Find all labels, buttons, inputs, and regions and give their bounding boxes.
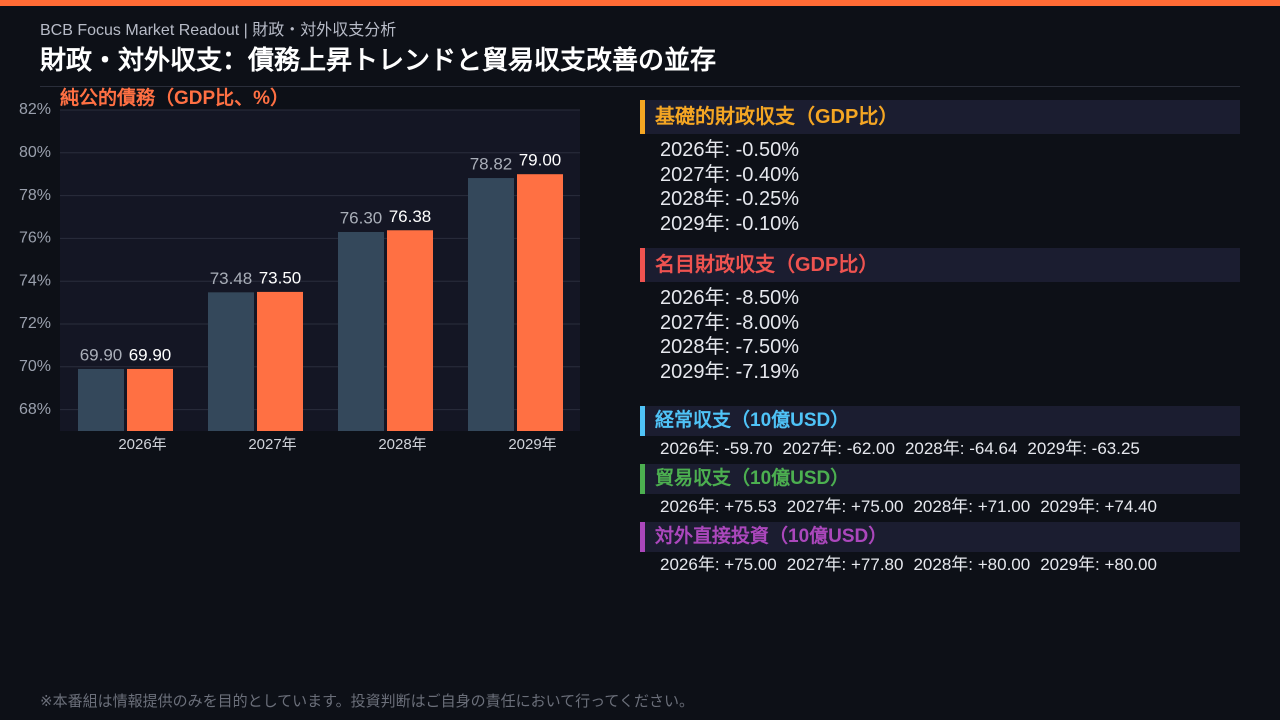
panel-title: 対外直接投資（10億USD） xyxy=(640,522,1240,552)
value-label: 79.00 xyxy=(519,151,562,170)
x-tick-label: 2026年 xyxy=(118,436,166,453)
y-tick-label: 78% xyxy=(19,187,51,204)
y-tick-label: 76% xyxy=(19,230,51,247)
panel-line: 2027年: -8.00% xyxy=(660,311,799,334)
panel-line: 2029年: +80.00 xyxy=(1040,555,1157,574)
panel-line: 2029年: +74.40 xyxy=(1040,497,1157,516)
panel-line: 2027年: +75.00 xyxy=(786,497,904,516)
y-tick-label: 70% xyxy=(19,358,51,375)
panel-line: 2028年: +71.00 xyxy=(913,497,1031,516)
panel-title: 名目財政収支（GDP比） xyxy=(640,248,1240,282)
y-tick-label: 80% xyxy=(19,144,51,161)
panel-line: 2027年: -0.40% xyxy=(660,163,799,186)
bar xyxy=(468,178,514,431)
panel-line: 2029年: -63.25 xyxy=(1027,439,1140,458)
panel-title: 経常収支（10億USD） xyxy=(640,406,1240,436)
panel-line: 2027年: -62.00 xyxy=(782,439,895,458)
divider xyxy=(40,86,1240,87)
top-bar xyxy=(0,0,1280,6)
panel-lines: 2026年: +75.53 2027年: +75.00 2028年: +71.00 2… xyxy=(640,494,1240,520)
panel-line: 2028年: +80.00 xyxy=(913,555,1031,574)
bar xyxy=(387,230,433,431)
panel-lines: 2026年: -8.50% 2027年: -8.00% 2028年: -7.50% 2… xyxy=(640,286,1240,384)
info-panel: 貿易収支（10億USD） 2026年: +75.53 2027年: +75.00 20… xyxy=(640,464,1240,520)
panel-title: 貿易収支（10億USD） xyxy=(640,464,1240,494)
panel-line: 2028年: -64.64 xyxy=(904,439,1018,458)
bar xyxy=(517,174,563,431)
y-tick-label: 74% xyxy=(19,272,51,289)
y-tick-label: 82% xyxy=(19,101,51,118)
y-tick-label: 68% xyxy=(19,401,51,418)
value-label: 69.90 xyxy=(129,345,172,364)
bar xyxy=(78,368,124,431)
panel-line: 2026年: +75.53 xyxy=(660,497,777,516)
footer: ※本番組は情報提供のみを目的としています。投資判断はご自身の責任において行ってく… xyxy=(40,693,694,710)
bar xyxy=(127,368,173,431)
y-tick-label: 72% xyxy=(19,315,51,332)
panel-title: 基礎的財政収支（GDP比） xyxy=(640,100,1240,134)
value-label: 73.48 xyxy=(210,269,253,288)
title: 財政・対外収支：債務上昇トレンドと貿易収支改善の並存 xyxy=(40,45,717,75)
panel-line: 2028年: -7.50% xyxy=(660,336,799,358)
info-panel: 名目財政収支（GDP比） 2026年: -8.50% 2027年: -8.00% 20… xyxy=(640,248,1240,384)
panel-line: 2026年: -0.50% xyxy=(660,139,799,161)
subtitle: BCB Focus Market Readout | 財政・対外収支分析 xyxy=(40,22,397,39)
panel-line: 2026年: -8.50% xyxy=(660,287,799,309)
panel-line: 2027年: +77.80 xyxy=(786,555,904,574)
info-panel: 基礎的財政収支（GDP比） 2026年: -0.50% 2027年: -0.40% 2… xyxy=(640,100,1240,236)
info-panel: 対外直接投資（10億USD） 2026年: +75.00 2027年: +77.80… xyxy=(640,522,1240,578)
bar xyxy=(208,292,254,431)
chart: 純公的債務（GDP比、%） 68% 70% 72% 74% 76% 78% 80% 82% 20… xyxy=(19,86,580,453)
value-label: 76.30 xyxy=(340,208,383,227)
panel-line: 2029年: -0.10% xyxy=(660,212,799,235)
value-label: 76.38 xyxy=(389,207,432,226)
value-label: 73.50 xyxy=(259,268,302,287)
panel-line: 2026年: +75.00 xyxy=(660,555,777,574)
value-label: 69.90 xyxy=(80,345,123,364)
x-tick-label: 2027年 xyxy=(248,436,296,453)
value-label: 78.82 xyxy=(470,155,513,174)
panel-lines: 2026年: -59.70 2027年: -62.00 2028年: -64.64 2… xyxy=(640,436,1240,462)
x-tick-label: 2029年 xyxy=(508,436,556,453)
x-tick-label: 2028年 xyxy=(378,436,426,453)
panel-lines: 2026年: +75.00 2027年: +77.80 2028年: +80.00 2… xyxy=(640,552,1240,578)
panel-line: 2028年: -0.25% xyxy=(660,188,799,210)
panel-line: 2029年: -7.19% xyxy=(660,360,799,383)
info-panel: 経常収支（10億USD） 2026年: -59.70 2027年: -62.00 20… xyxy=(640,406,1240,462)
panel-lines: 2026年: -0.50% 2027年: -0.40% 2028年: -0.25% 2… xyxy=(640,138,1240,236)
chart-title: 純公的債務（GDP比、%） xyxy=(60,86,289,109)
bar xyxy=(257,291,303,431)
panel-line: 2026年: -59.70 xyxy=(660,439,773,458)
bar xyxy=(338,231,384,431)
